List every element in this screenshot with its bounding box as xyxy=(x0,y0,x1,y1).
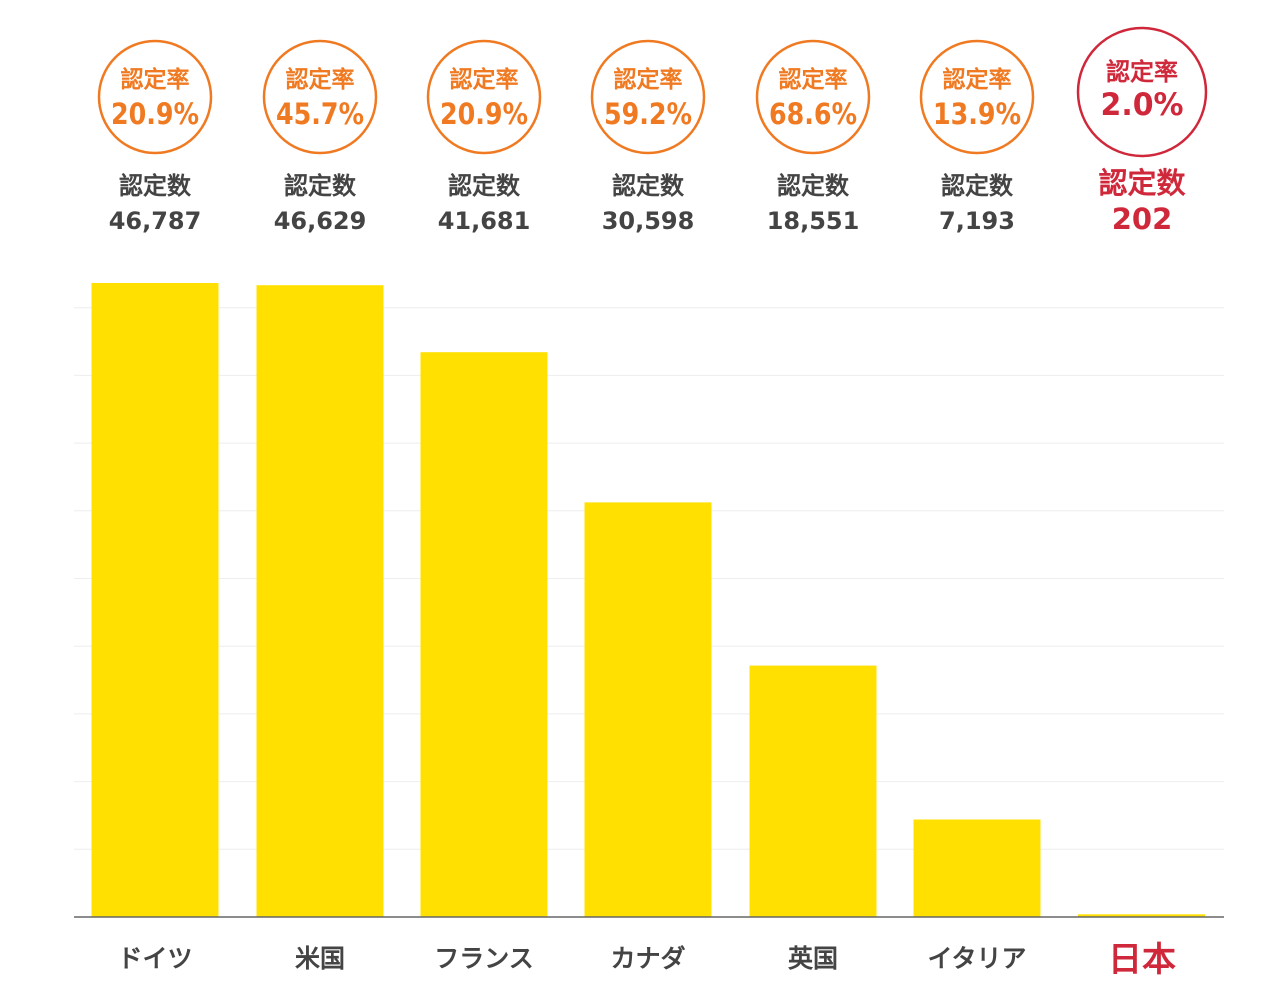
rate-circle xyxy=(97,39,213,155)
bar-1 xyxy=(256,285,384,917)
count-value: 18,551 xyxy=(767,207,860,235)
rate-value: 59.2% xyxy=(604,97,692,131)
count-label: 認定数 xyxy=(119,172,192,200)
x-tick-label: イタリア xyxy=(927,944,1026,973)
rate-value: 20.9% xyxy=(111,97,199,131)
x-tick-label: 米国 xyxy=(295,944,345,973)
bar-0 xyxy=(91,283,219,917)
count-value: 202 xyxy=(1112,202,1173,236)
count-label: 認定数 xyxy=(1098,166,1186,200)
rate-label: 認定率 xyxy=(121,66,190,93)
rate-label: 認定率 xyxy=(286,66,355,93)
count-label: 認定数 xyxy=(612,172,685,200)
bars xyxy=(91,283,1205,917)
rate-value: 45.7% xyxy=(276,97,364,131)
rate-value: 20.9% xyxy=(440,97,528,131)
count-value: 41,681 xyxy=(438,207,531,235)
rate-circle xyxy=(919,39,1035,155)
x-tick-label: 英国 xyxy=(788,944,838,973)
count-value: 7,193 xyxy=(939,207,1015,235)
bar-6 xyxy=(1078,914,1205,917)
x-tick-label: カナダ xyxy=(610,944,685,973)
labels: 認定率 20.9% 認定数 46,787 ドイツ 認定率 45.7% 認定数 46,629 米国 認… xyxy=(97,26,1208,980)
count-value: 46,787 xyxy=(109,207,202,235)
rate-circle xyxy=(262,39,378,155)
bar-2 xyxy=(420,352,548,917)
x-tick-label: フランス xyxy=(434,944,534,973)
rate-circle xyxy=(590,39,706,155)
rate-value: 13.9% xyxy=(933,97,1021,131)
count-value: 30,598 xyxy=(602,207,695,235)
x-tick-label: ドイツ xyxy=(117,944,192,973)
rate-label: 認定率 xyxy=(614,66,683,93)
rate-label: 認定率 xyxy=(943,66,1012,93)
bar-5 xyxy=(913,819,1041,917)
rate-circle xyxy=(426,39,542,155)
x-tick-label: 日本 xyxy=(1108,940,1176,980)
rate-value: 2.0% xyxy=(1101,87,1184,123)
rate-label: 認定率 xyxy=(450,66,519,93)
rate-label: 認定率 xyxy=(1106,58,1178,86)
bar-3 xyxy=(584,502,712,917)
count-label: 認定数 xyxy=(941,172,1014,200)
rate-circle xyxy=(755,39,871,155)
rate-circle xyxy=(1076,26,1208,158)
rate-value: 68.6% xyxy=(769,97,857,131)
count-label: 認定数 xyxy=(448,172,521,200)
count-value: 46,629 xyxy=(274,207,367,235)
count-label: 認定数 xyxy=(284,172,357,200)
bar-4 xyxy=(749,665,877,917)
count-label: 認定数 xyxy=(777,172,850,200)
rate-label: 認定率 xyxy=(779,66,848,93)
